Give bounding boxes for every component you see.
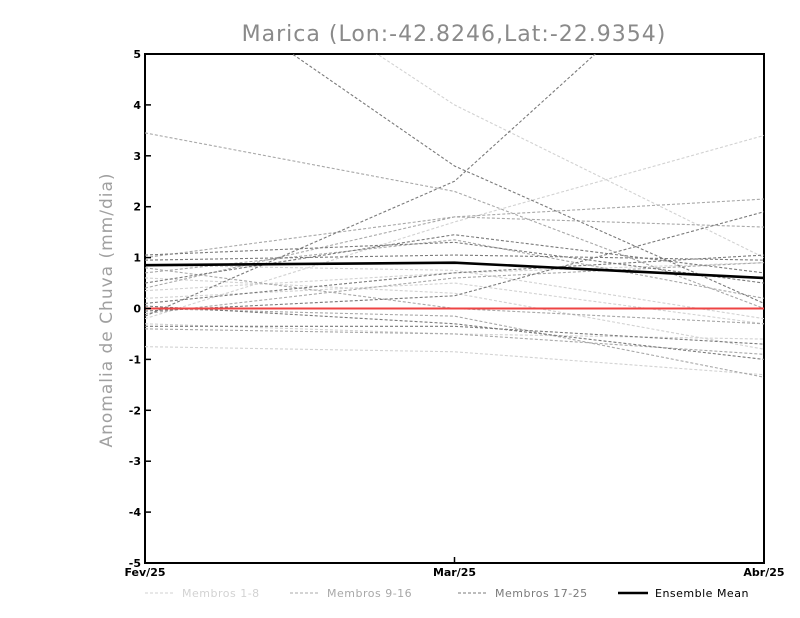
- member-series-line: [145, 254, 764, 304]
- legend-label: Ensemble Mean: [655, 587, 749, 600]
- member-series-line: [145, 305, 764, 360]
- y-tick-label: 5: [133, 48, 141, 61]
- y-tick-label: 3: [133, 150, 141, 163]
- x-tick-label: Mar/25: [433, 566, 476, 579]
- y-tick-label: 0: [133, 303, 141, 316]
- member-series-line: [145, 234, 764, 284]
- member-series-line: [145, 254, 764, 261]
- member-series-line: [145, 325, 764, 345]
- member-series-line: [291, 54, 764, 304]
- member-series-line: [145, 239, 764, 299]
- y-tick-label: -1: [129, 353, 141, 366]
- legend-label: Membros 17-25: [495, 587, 588, 600]
- y-tick-label: -5: [129, 557, 141, 570]
- ensemble-mean-line: [145, 261, 764, 280]
- y-tick-label: 1: [133, 252, 141, 265]
- y-tick-label: 2: [133, 201, 141, 214]
- x-axis: Fev/25 Mar/25 Abr/25: [124, 557, 785, 579]
- y-tick-label: 4: [133, 99, 141, 112]
- y-axis-label: Anomalia de Chuva (mm/dia): [97, 172, 117, 447]
- member-series-line: [145, 198, 764, 259]
- member-series-line: [145, 346, 764, 376]
- member-series-line: [145, 282, 764, 325]
- chart-title: Marica (Lon:-42.8246,Lat:-22.9354): [242, 22, 667, 47]
- member-series-line: [145, 54, 597, 317]
- member-series-line: [145, 307, 764, 378]
- y-tick-label: -3: [129, 455, 141, 468]
- plot-area: [145, 54, 764, 378]
- member-series-line: [145, 134, 764, 320]
- y-axis: 5 4 3 2 1 0 -1 -2 -3 -4 -5: [129, 48, 151, 570]
- legend-label: Membros 1-8: [182, 587, 260, 600]
- legend-label: Membros 9-16: [327, 587, 412, 600]
- x-tick-label: Fev/25: [124, 566, 165, 579]
- member-series-line: [145, 241, 764, 284]
- member-series-line: [145, 262, 764, 315]
- y-tick-label: -4: [129, 506, 142, 519]
- member-series-line: [376, 54, 764, 259]
- legend: Membros 1-8 Membros 9-16 Membros 17-25 Ense…: [145, 587, 749, 600]
- x-tick-label: Abr/25: [743, 566, 784, 579]
- member-series-line: [145, 323, 764, 340]
- y-tick-label: -2: [129, 404, 141, 417]
